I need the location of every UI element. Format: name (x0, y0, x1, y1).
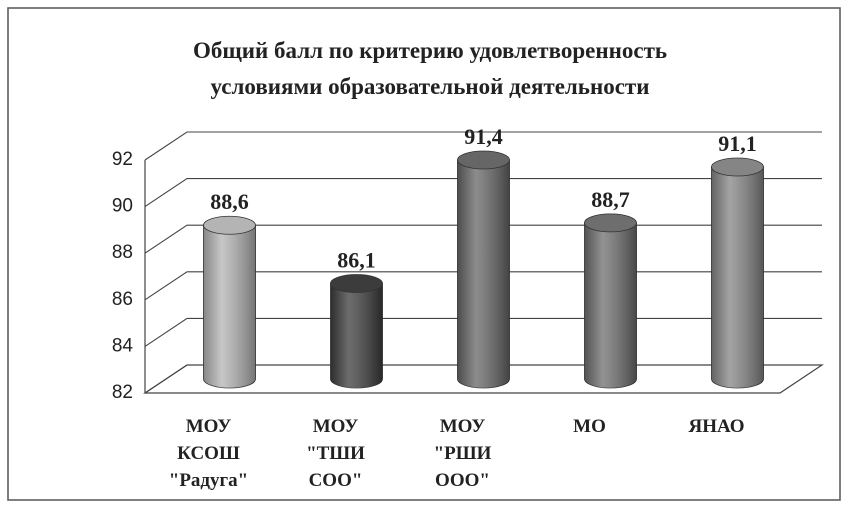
x-tick-label: МО (573, 416, 606, 437)
x-tick-label: СОО" (309, 470, 363, 491)
chart-frame (7, 7, 841, 501)
data-label: 88,6 (210, 189, 249, 214)
x-tick-label: ЯНАО (688, 416, 744, 437)
data-label: 91,1 (718, 131, 757, 156)
bar-shade (457, 159, 510, 388)
bar-top (203, 215, 256, 235)
bar-top (330, 274, 383, 293)
x-tick-label: "Радуга" (169, 470, 248, 491)
x-tick-label: "РШИ (434, 443, 492, 464)
y-tick-label: 90 (112, 196, 133, 217)
bar-top (711, 157, 764, 177)
grid-line (144, 178, 822, 208)
data-label: 86,1 (337, 247, 376, 272)
x-tick-label: ООО" (435, 470, 490, 491)
x-tick-label: МОУ (440, 416, 486, 437)
chart-title: условиями образовательной деятельности (211, 74, 650, 99)
bar-shade (584, 222, 637, 388)
data-label: 91,4 (464, 124, 503, 149)
y-tick-label: 92 (112, 149, 133, 170)
bar-top (584, 213, 637, 233)
x-tick-label: МОУ (186, 416, 232, 437)
y-tick-label: 82 (112, 382, 133, 403)
data-label: 88,7 (591, 187, 630, 212)
bar-shade (330, 283, 383, 388)
x-tick-label: КСОШ (177, 443, 240, 464)
grid-line (144, 131, 822, 161)
x-tick-label: "ТШИ (306, 443, 365, 464)
y-tick-label: 84 (112, 335, 134, 356)
bar-shade (711, 166, 764, 388)
y-tick-label: 88 (112, 242, 133, 263)
bar-top (457, 150, 510, 170)
y-tick-label: 86 (112, 289, 133, 310)
chart-title: Общий балл по критерию удовлетворенность (193, 38, 667, 63)
bar-shade (203, 225, 256, 388)
x-tick-label: МОУ (313, 416, 359, 437)
